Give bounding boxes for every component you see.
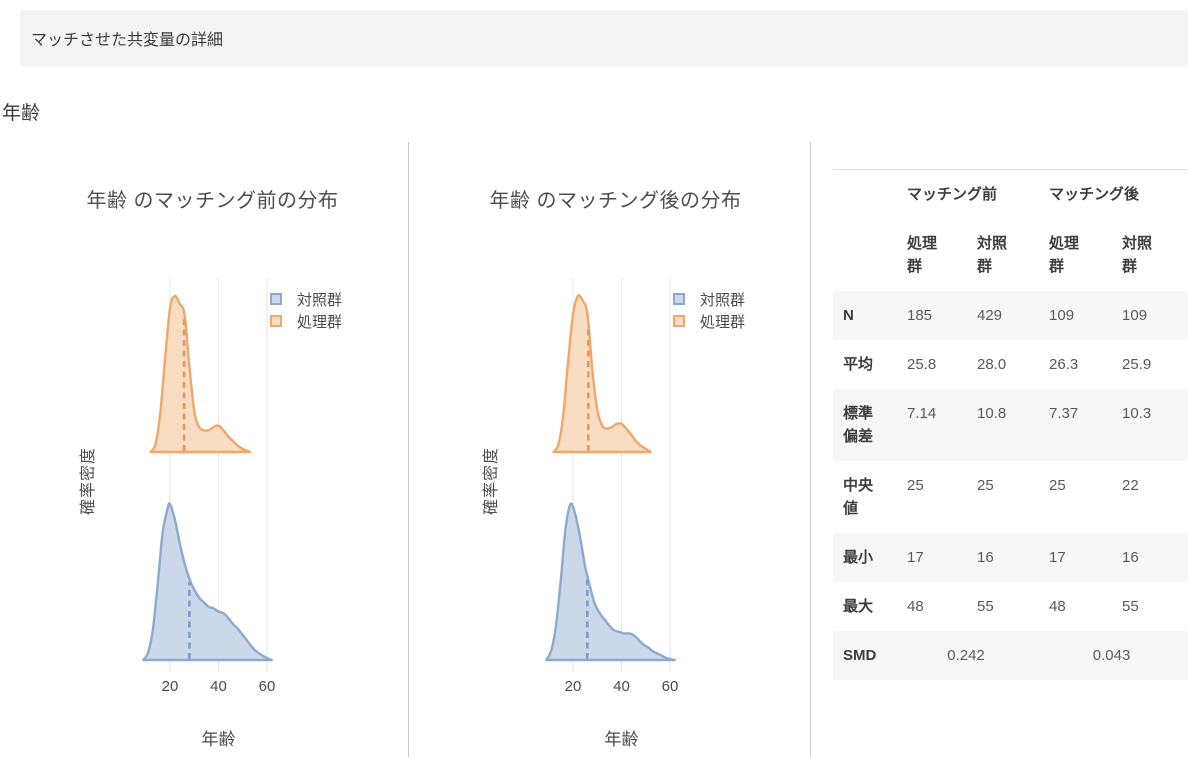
cell: 109 <box>1122 307 1148 324</box>
cell: 25 <box>907 477 924 494</box>
density-curve-control <box>545 502 676 662</box>
after-matching-chart-panel: 年齢 のマッチング後の分布 確率密度 20 40 60 対照群 処理群 年齢 <box>423 140 808 757</box>
row-label: 平均 <box>843 356 874 373</box>
panel-divider <box>408 142 409 757</box>
density-plot-before: 20 40 60 <box>142 278 276 695</box>
smd-before: 0.242 <box>947 647 985 664</box>
sub-header: 処理群 <box>1049 235 1080 275</box>
cell: 22 <box>1122 477 1139 494</box>
cell: 7.14 <box>907 405 937 422</box>
treated-swatch-icon <box>270 315 282 327</box>
table-row: 中央値 25 25 25 22 <box>833 461 1188 533</box>
density-curve-treated <box>149 294 252 454</box>
x-tick-label: 20 <box>162 678 179 695</box>
legend-label-treated: 処理群 <box>700 313 746 331</box>
legend: 対照群 処理群 <box>268 286 351 334</box>
row-label: 最大 <box>843 598 874 615</box>
table-row: N 185 429 109 109 <box>833 291 1188 340</box>
x-tick-label: 40 <box>613 678 630 695</box>
legend-label-treated: 処理群 <box>297 313 343 331</box>
row-label: 最小 <box>843 549 874 566</box>
cell: 28.0 <box>977 356 1007 373</box>
smd-after: 0.043 <box>1092 647 1131 664</box>
corner-cell <box>833 170 897 220</box>
row-label: 中央値 <box>843 477 874 517</box>
cell: 16 <box>977 549 994 566</box>
row-label: N <box>843 307 854 324</box>
cell: 26.3 <box>1049 356 1079 373</box>
legend-label-control: 対照群 <box>700 291 746 309</box>
density-curve-control <box>142 502 273 662</box>
table-row: 最小 17 16 17 16 <box>833 533 1188 582</box>
cell: 48 <box>907 598 924 615</box>
x-axis-label: 年齢 <box>201 730 236 749</box>
cell: 109 <box>1049 307 1075 324</box>
table-row: 標準偏差 7.14 10.8 7.37 10.3 <box>833 389 1188 461</box>
cell: 48 <box>1049 598 1066 615</box>
cell: 25 <box>1049 477 1066 494</box>
row-label: 標準偏差 <box>843 405 874 445</box>
col-group-before: マッチング前 <box>907 186 998 203</box>
cell: 55 <box>977 598 994 615</box>
section-header-title: マッチさせた共変量の詳細 <box>31 32 224 49</box>
x-tick-label: 60 <box>259 678 276 695</box>
sub-header: 対照群 <box>1122 235 1153 275</box>
smd-row: SMD 0.242 0.043 <box>833 631 1188 680</box>
control-swatch-icon <box>673 293 685 305</box>
x-tick-label: 60 <box>662 678 679 695</box>
sub-header-row: 処理群 対照群 処理群 対照群 <box>833 219 1188 291</box>
panel-divider <box>810 142 811 757</box>
x-tick-label: 40 <box>210 678 227 695</box>
legend-item-control: 対照群 <box>270 288 342 310</box>
cell: 16 <box>1122 549 1139 566</box>
x-axis-label: 年齢 <box>604 730 639 749</box>
cell: 17 <box>907 549 924 566</box>
cell: 17 <box>1049 549 1066 566</box>
cell: 10.3 <box>1122 405 1152 422</box>
legend-label-control: 対照群 <box>297 291 343 309</box>
treated-swatch-icon <box>673 315 685 327</box>
before-matching-chart-panel: 年齢 のマッチング前の分布 確率密度 20 40 60 対照群 処理群 年齢 <box>20 140 405 757</box>
cell: 429 <box>977 307 1003 324</box>
cell: 10.8 <box>977 405 1007 422</box>
cell: 25.8 <box>907 356 937 373</box>
chart-title-before: 年齢 のマッチング前の分布 <box>86 190 339 212</box>
summary-statistics-table: マッチング前 マッチング後 処理群 対照群 処理群 対照群 N 185 429 … <box>833 169 1188 680</box>
legend: 対照群 処理群 <box>671 286 754 334</box>
cell: 25 <box>977 477 994 494</box>
legend-item-control: 対照群 <box>673 288 745 310</box>
cell: 55 <box>1122 598 1139 615</box>
chart-title-after: 年齢 のマッチング後の分布 <box>489 190 742 212</box>
col-group-after: マッチング後 <box>1049 186 1140 203</box>
table-row: 最大 48 55 48 55 <box>833 582 1188 631</box>
cell: 185 <box>907 307 933 324</box>
covariate-name-title: 年齢 <box>2 103 41 124</box>
table-row: 平均 25.8 28.0 26.3 25.9 <box>833 340 1188 389</box>
column-group-header-row: マッチング前 マッチング後 <box>833 170 1188 220</box>
section-disclosure-header[interactable]: マッチさせた共変量の詳細 <box>20 10 1188 66</box>
sub-header: 処理群 <box>907 235 938 275</box>
y-axis-label: 確率密度 <box>80 446 97 515</box>
corner-cell <box>833 219 897 291</box>
cell: 7.37 <box>1049 405 1079 422</box>
row-label: SMD <box>843 647 877 664</box>
y-axis-label: 確率密度 <box>483 446 500 515</box>
density-plot-after: 20 40 60 <box>545 278 679 695</box>
density-curve-treated <box>552 294 652 454</box>
x-tick-label: 20 <box>565 678 582 695</box>
legend-item-treated: 処理群 <box>673 310 745 332</box>
legend-item-treated: 処理群 <box>270 310 342 332</box>
cell: 25.9 <box>1122 356 1152 373</box>
control-swatch-icon <box>270 293 282 305</box>
sub-header: 対照群 <box>977 235 1008 275</box>
